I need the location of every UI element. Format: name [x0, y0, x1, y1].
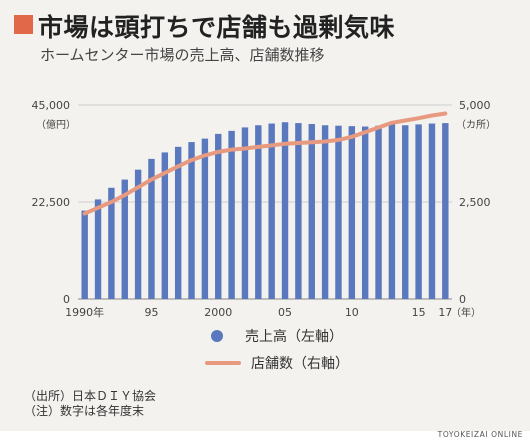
gridlines — [78, 104, 452, 300]
bar — [108, 187, 115, 299]
bar — [415, 124, 422, 300]
bar — [134, 169, 142, 299]
y-left-tick-label: 45,000 — [32, 99, 71, 112]
bar — [308, 123, 315, 299]
title-marker — [14, 15, 33, 34]
bar — [321, 125, 329, 299]
bar — [428, 123, 436, 299]
x-tick-label: 10 — [345, 306, 359, 319]
legend-line-swatch — [205, 361, 241, 365]
y-right-tick-label: 2,500 — [459, 196, 491, 209]
store-count-line — [82, 111, 448, 216]
legend-bar-label: 売上高（左軸） — [245, 329, 343, 345]
x-tick-label: 2000 — [204, 306, 232, 319]
bar — [94, 199, 102, 299]
y-right-tick-label: 5,000 — [459, 99, 491, 112]
y-right-tick-label: 0 — [459, 293, 466, 306]
bar — [241, 127, 249, 299]
x-tick-label: 1990年 — [65, 305, 104, 319]
y-right-unit: （カ所） — [456, 119, 496, 131]
bar — [81, 210, 88, 299]
y-left-unit: （億円） — [36, 118, 76, 131]
bar — [228, 130, 235, 299]
source-note: （出所）日本ＤＩＹ協会 — [24, 389, 157, 403]
chart-subtitle: ホームセンター市場の売上高、店舗数推移 — [40, 46, 325, 64]
legend-bar-entry: 売上高（左軸） — [205, 326, 343, 346]
credit-text: TOYOKEIZAI ONLINE — [437, 430, 523, 439]
bar — [442, 123, 449, 300]
bar — [348, 126, 356, 299]
bar — [295, 123, 302, 300]
bar — [255, 125, 262, 299]
x-tick-label: 15 — [412, 306, 426, 319]
bar — [281, 122, 289, 299]
axes: 0 22,500 45,000 0 2,500 5,000 （億円） （カ所） 1990年 95 2… — [32, 99, 497, 319]
bar-series — [81, 122, 449, 300]
bar — [375, 125, 382, 300]
x-unit: （年） — [451, 306, 481, 319]
legend-line-label: 店舗数（右軸） — [251, 356, 349, 372]
page-title: 市場は頭打ちで店舗も過剰気味 — [38, 13, 396, 42]
bar — [361, 126, 369, 299]
legend-bar-swatch — [211, 330, 223, 342]
bar — [148, 158, 155, 299]
x-tick-label: 95 — [144, 306, 158, 319]
legend-line-entry: 店舗数（右軸） — [205, 353, 349, 373]
line-series — [82, 111, 448, 216]
bar — [268, 123, 275, 299]
bar — [335, 125, 342, 300]
bar — [388, 123, 396, 299]
x-tick-label: 17 — [438, 306, 452, 319]
footer-bar — [0, 431, 530, 440]
bar — [161, 152, 169, 299]
footnote: （注）数字は各年度末 — [24, 404, 145, 418]
bar — [402, 125, 409, 299]
x-tick-label: 05 — [278, 306, 292, 319]
bar — [188, 142, 195, 299]
bar — [215, 133, 222, 299]
bar — [121, 179, 128, 299]
y-left-tick-label: 22,500 — [32, 196, 71, 209]
y-left-tick-label: 0 — [63, 293, 70, 306]
bar — [174, 146, 182, 299]
bar — [201, 138, 209, 299]
